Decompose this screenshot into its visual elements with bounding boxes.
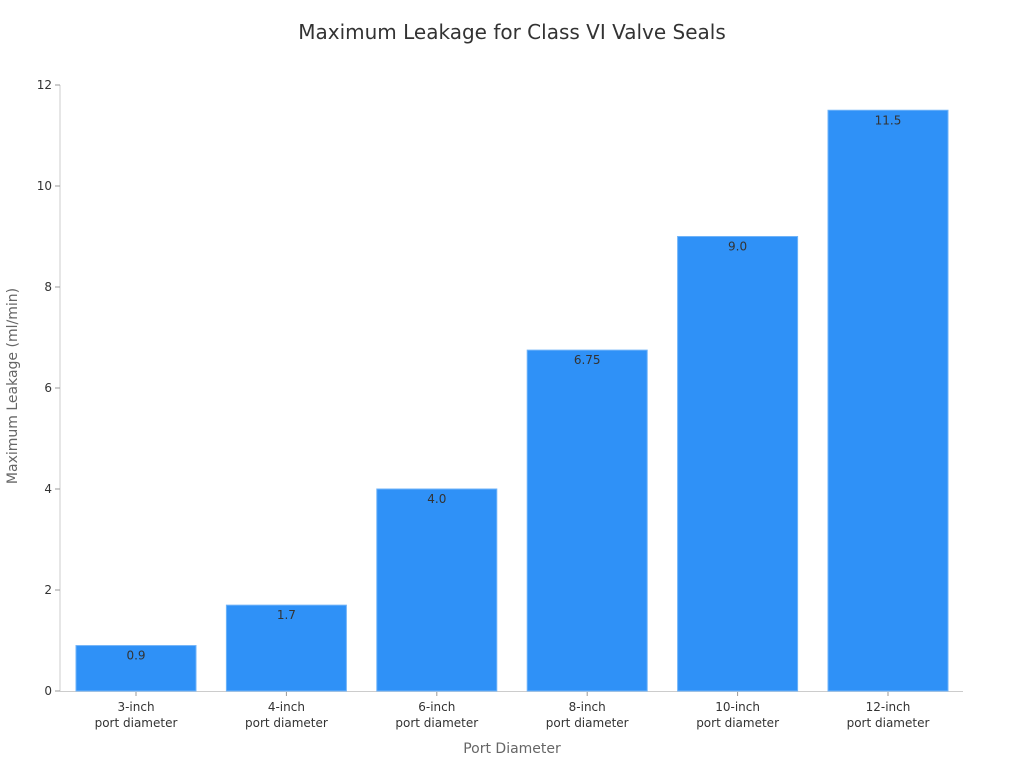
- x-tick-label: 12-inch: [866, 700, 911, 714]
- y-tick-label: 2: [44, 583, 52, 597]
- x-axis-label: Port Diameter: [463, 741, 561, 757]
- x-tick-label: 8-inch: [569, 700, 606, 714]
- x-tick-label: 6-inch: [418, 700, 455, 714]
- bar-value-label: 4.0: [427, 492, 446, 506]
- bar-value-label: 0.9: [126, 649, 145, 663]
- bar: [376, 488, 498, 692]
- bar: [75, 645, 197, 692]
- bar: [827, 109, 949, 692]
- bar: [225, 604, 347, 692]
- y-tick-label: 0: [44, 684, 52, 698]
- chart-title: Maximum Leakage for Class VI Valve Seals: [298, 20, 726, 44]
- x-tick-label: port diameter: [245, 716, 328, 730]
- bar: [526, 349, 648, 692]
- y-tick-label: 4: [44, 482, 52, 496]
- y-tick-label: 10: [37, 179, 52, 193]
- x-tick-label: port diameter: [395, 716, 478, 730]
- x-tick-label: 4-inch: [268, 700, 305, 714]
- y-tick-label: 6: [44, 381, 52, 395]
- axes: 0 2 4 6 8 10 12 3-inch port diameter 4-inch port d…: [37, 78, 963, 730]
- bars: 0.9 1.7 4.0 6.75 9.0 11.5: [75, 109, 949, 692]
- x-tick-label: port diameter: [696, 716, 779, 730]
- y-tick-label: 12: [37, 78, 52, 92]
- bar-value-label: 9.0: [728, 240, 747, 254]
- x-tick-label: 3-inch: [117, 700, 154, 714]
- bar-value-label: 11.5: [875, 113, 902, 127]
- x-tick-label: port diameter: [546, 716, 629, 730]
- y-tick-label: 8: [44, 280, 52, 294]
- bar-value-label: 6.75: [574, 353, 601, 367]
- bar: [677, 236, 799, 692]
- x-tick-label: port diameter: [847, 716, 930, 730]
- x-tick-label: 10-inch: [715, 700, 760, 714]
- x-tick-label: port diameter: [95, 716, 178, 730]
- bar-value-label: 1.7: [277, 608, 296, 622]
